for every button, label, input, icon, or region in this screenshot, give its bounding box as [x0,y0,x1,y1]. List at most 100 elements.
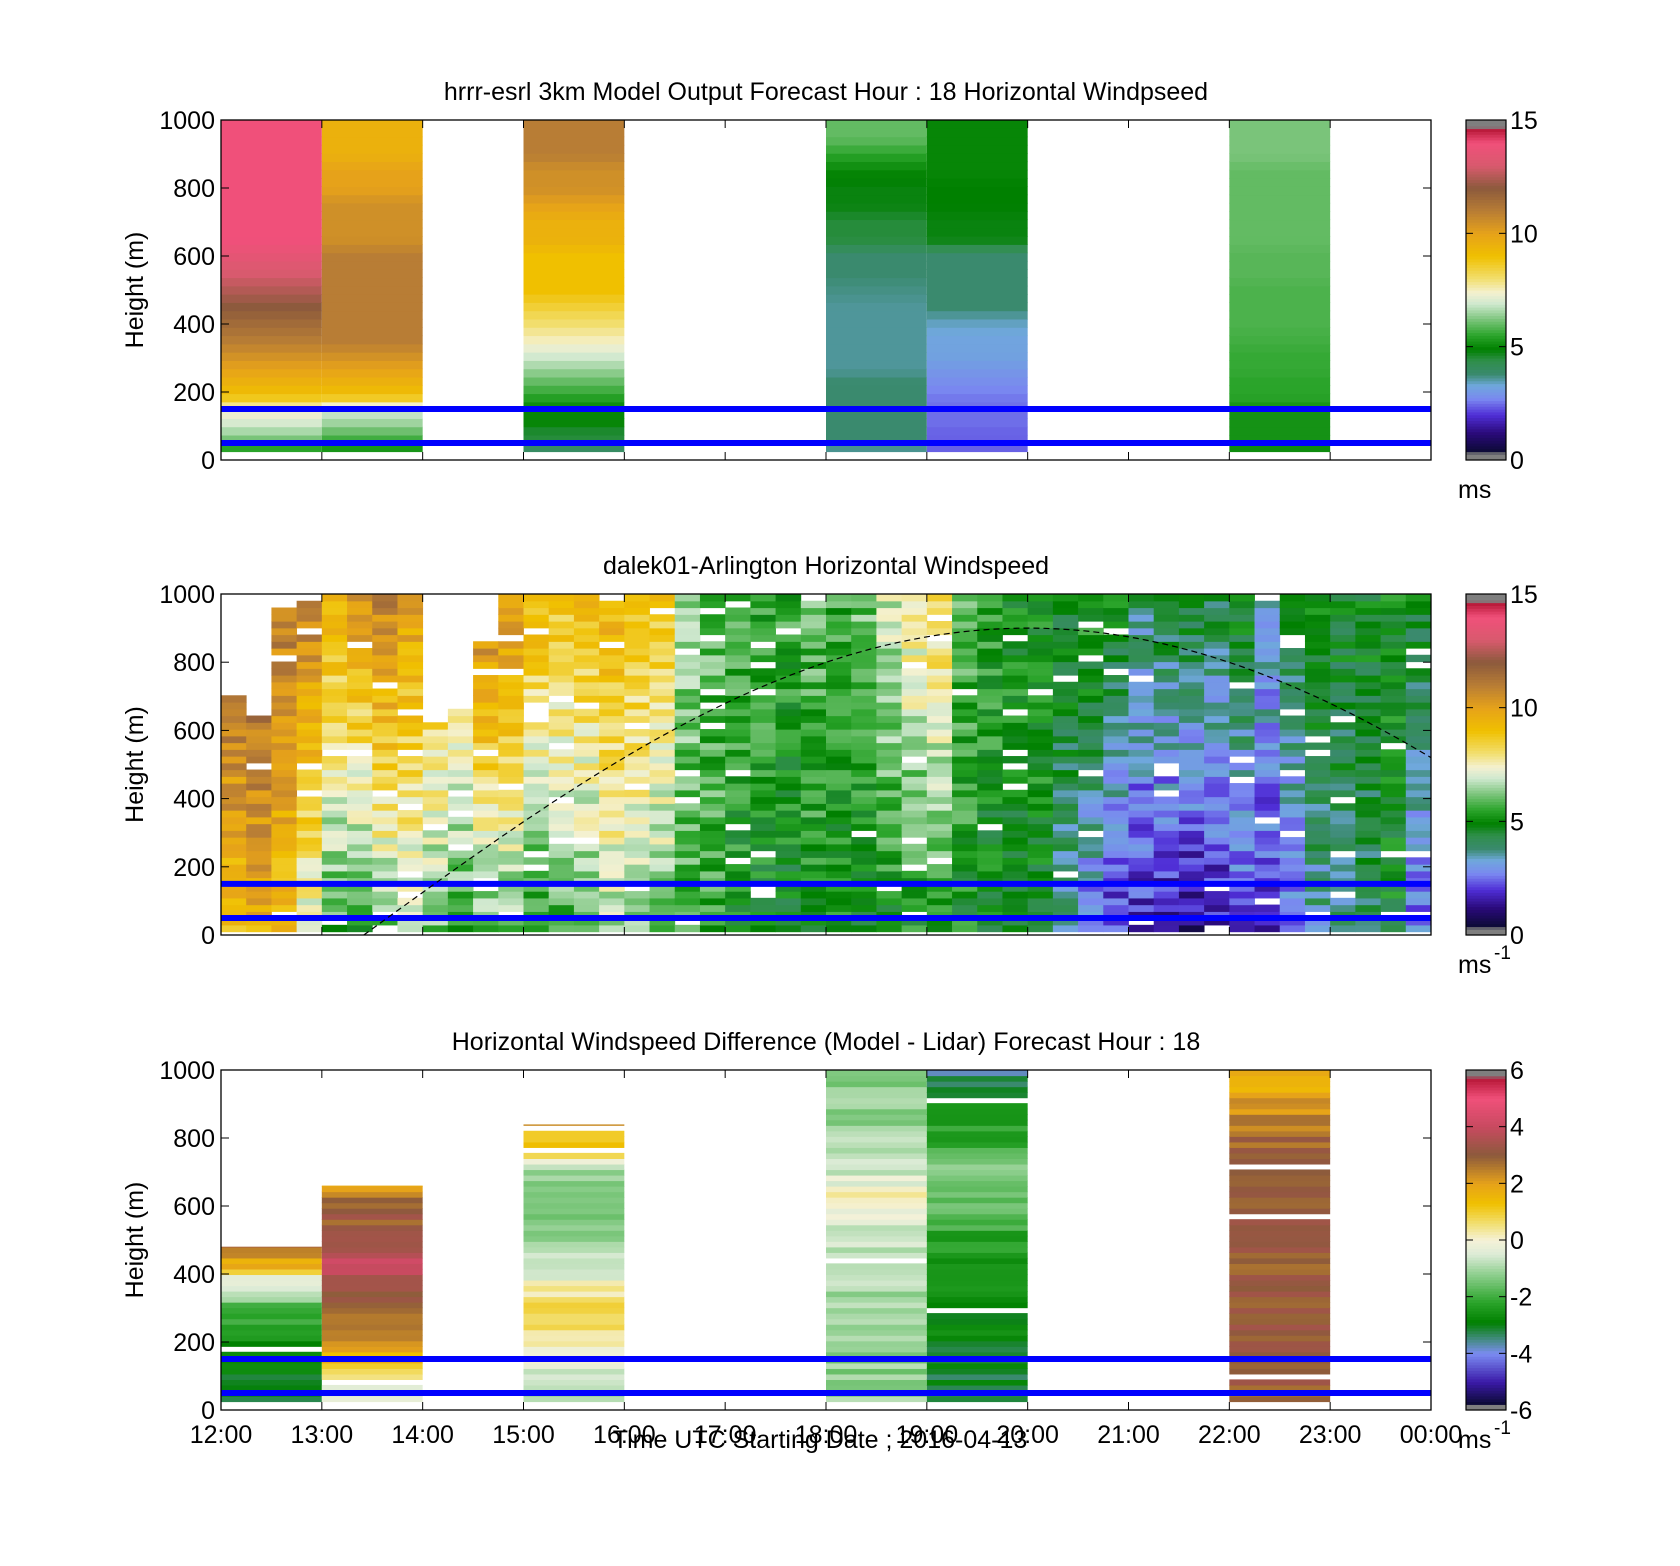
heatmap-cell [321,823,348,831]
heatmap-cell [523,1351,625,1358]
heatmap-cell [1355,735,1381,744]
heatmap-cell [926,641,953,649]
heatmap-cell [926,318,1028,328]
heatmap-cell [800,756,827,764]
heatmap-cell [296,607,323,615]
colorbar-swatch [1466,179,1506,183]
heatmap-cell [473,641,499,649]
heatmap-cell [1380,803,1407,811]
heatmap-cell [775,789,802,798]
heatmap-cell [422,864,449,872]
heatmap-cell [447,897,474,906]
heatmap-cell [926,1279,1028,1287]
heatmap-cell [523,426,625,436]
heatmap-cell [1405,857,1432,865]
colorbar-swatch [1466,781,1506,785]
heatmap-cell [876,789,903,798]
heatmap-cell [246,864,272,872]
heatmap-cell [397,918,424,926]
heatmap-cell [674,789,701,798]
heatmap-cell [372,864,398,872]
heatmap-cell [1002,607,1029,615]
heatmap-cell [523,1213,625,1220]
heatmap-cell [1204,796,1230,804]
heatmap-cell [977,715,1003,723]
heatmap-cell [523,352,625,361]
colorbar-tick-label: -6 [1510,1397,1532,1425]
heatmap-cell [1103,614,1129,622]
heatmap-cell [221,335,322,345]
heatmap-cell [221,1362,322,1369]
heatmap-cell [523,729,550,737]
heatmap-cell [246,816,272,825]
heatmap-cell [523,1318,625,1325]
heatmap-cell [1178,594,1205,602]
heatmap-cell [1204,857,1230,865]
heatmap-cell [649,830,676,838]
heatmap-cell [750,614,776,622]
heatmap-cell [851,729,877,737]
heatmap-cell [1027,870,1054,879]
heatmap-cell [1002,884,1029,892]
heatmap-cell [699,735,726,744]
heatmap-cell [1128,614,1155,622]
colorbar-swatch [1466,414,1506,419]
heatmap-cell [321,260,423,270]
heatmap-cell [674,897,701,906]
heatmap-cell [1380,681,1407,690]
colorbar-swatch [1466,1197,1506,1201]
heatmap-cell [523,681,550,690]
heatmap-cell [1304,607,1331,615]
colorbar-swatch [1466,1305,1506,1309]
heatmap-cell [321,1246,423,1253]
heatmap-cell [447,708,474,717]
x-tick-label: 23:00 [1299,1421,1362,1449]
heatmap-cell [1178,722,1205,730]
heatmap-cell [649,661,676,669]
heatmap-cell [926,870,953,879]
heatmap-cell [901,708,928,717]
heatmap-cell [926,153,1028,163]
heatmap-cell [699,803,726,811]
heatmap-cell [800,796,827,804]
heatmap-cell [851,756,877,764]
heatmap-cell [926,302,1028,312]
heatmap-cell [1178,695,1205,703]
heatmap-cell [699,756,726,764]
heatmap-cell [926,715,953,723]
colorbar-tick-label: 5 [1510,808,1524,836]
heatmap-cell [1128,607,1155,615]
heatmap-cell [221,178,322,187]
heatmap-cell [321,1373,423,1380]
heatmap-cell [624,654,650,663]
colorbar-swatch [1466,1254,1506,1258]
heatmap-cell [826,277,927,287]
colorbar-unit-exponent: -1 [1494,1418,1511,1439]
heatmap-cell [674,614,701,622]
heatmap-cell [321,1291,423,1298]
heatmap-cell [1103,594,1129,602]
heatmap-cell [447,735,474,744]
colorbar-swatch [1466,417,1506,421]
colorbar-swatch [1466,724,1506,729]
heatmap-cell [321,1224,423,1231]
heatmap-cell [952,594,978,602]
heatmap-cell [926,1235,1028,1242]
heatmap-cell [926,1197,1028,1204]
heatmap-cell [1229,1141,1331,1148]
heatmap-cell [851,648,877,656]
heatmap-cell [1330,837,1356,845]
heatmap-cell [1380,897,1407,906]
heatmap-cell [775,614,802,622]
heatmap-cell [523,668,550,676]
heatmap-cell [372,783,398,791]
heatmap-cell [1052,641,1079,649]
y-tick-label: 600 [173,1193,215,1221]
heatmap-cell [573,668,600,676]
heatmap-cell [221,393,322,403]
heatmap-cell [876,803,903,811]
heatmap-cell [1229,1257,1331,1264]
heatmap-cell [1153,594,1180,602]
heatmap-cell [372,850,398,858]
heatmap-cell [926,648,953,656]
